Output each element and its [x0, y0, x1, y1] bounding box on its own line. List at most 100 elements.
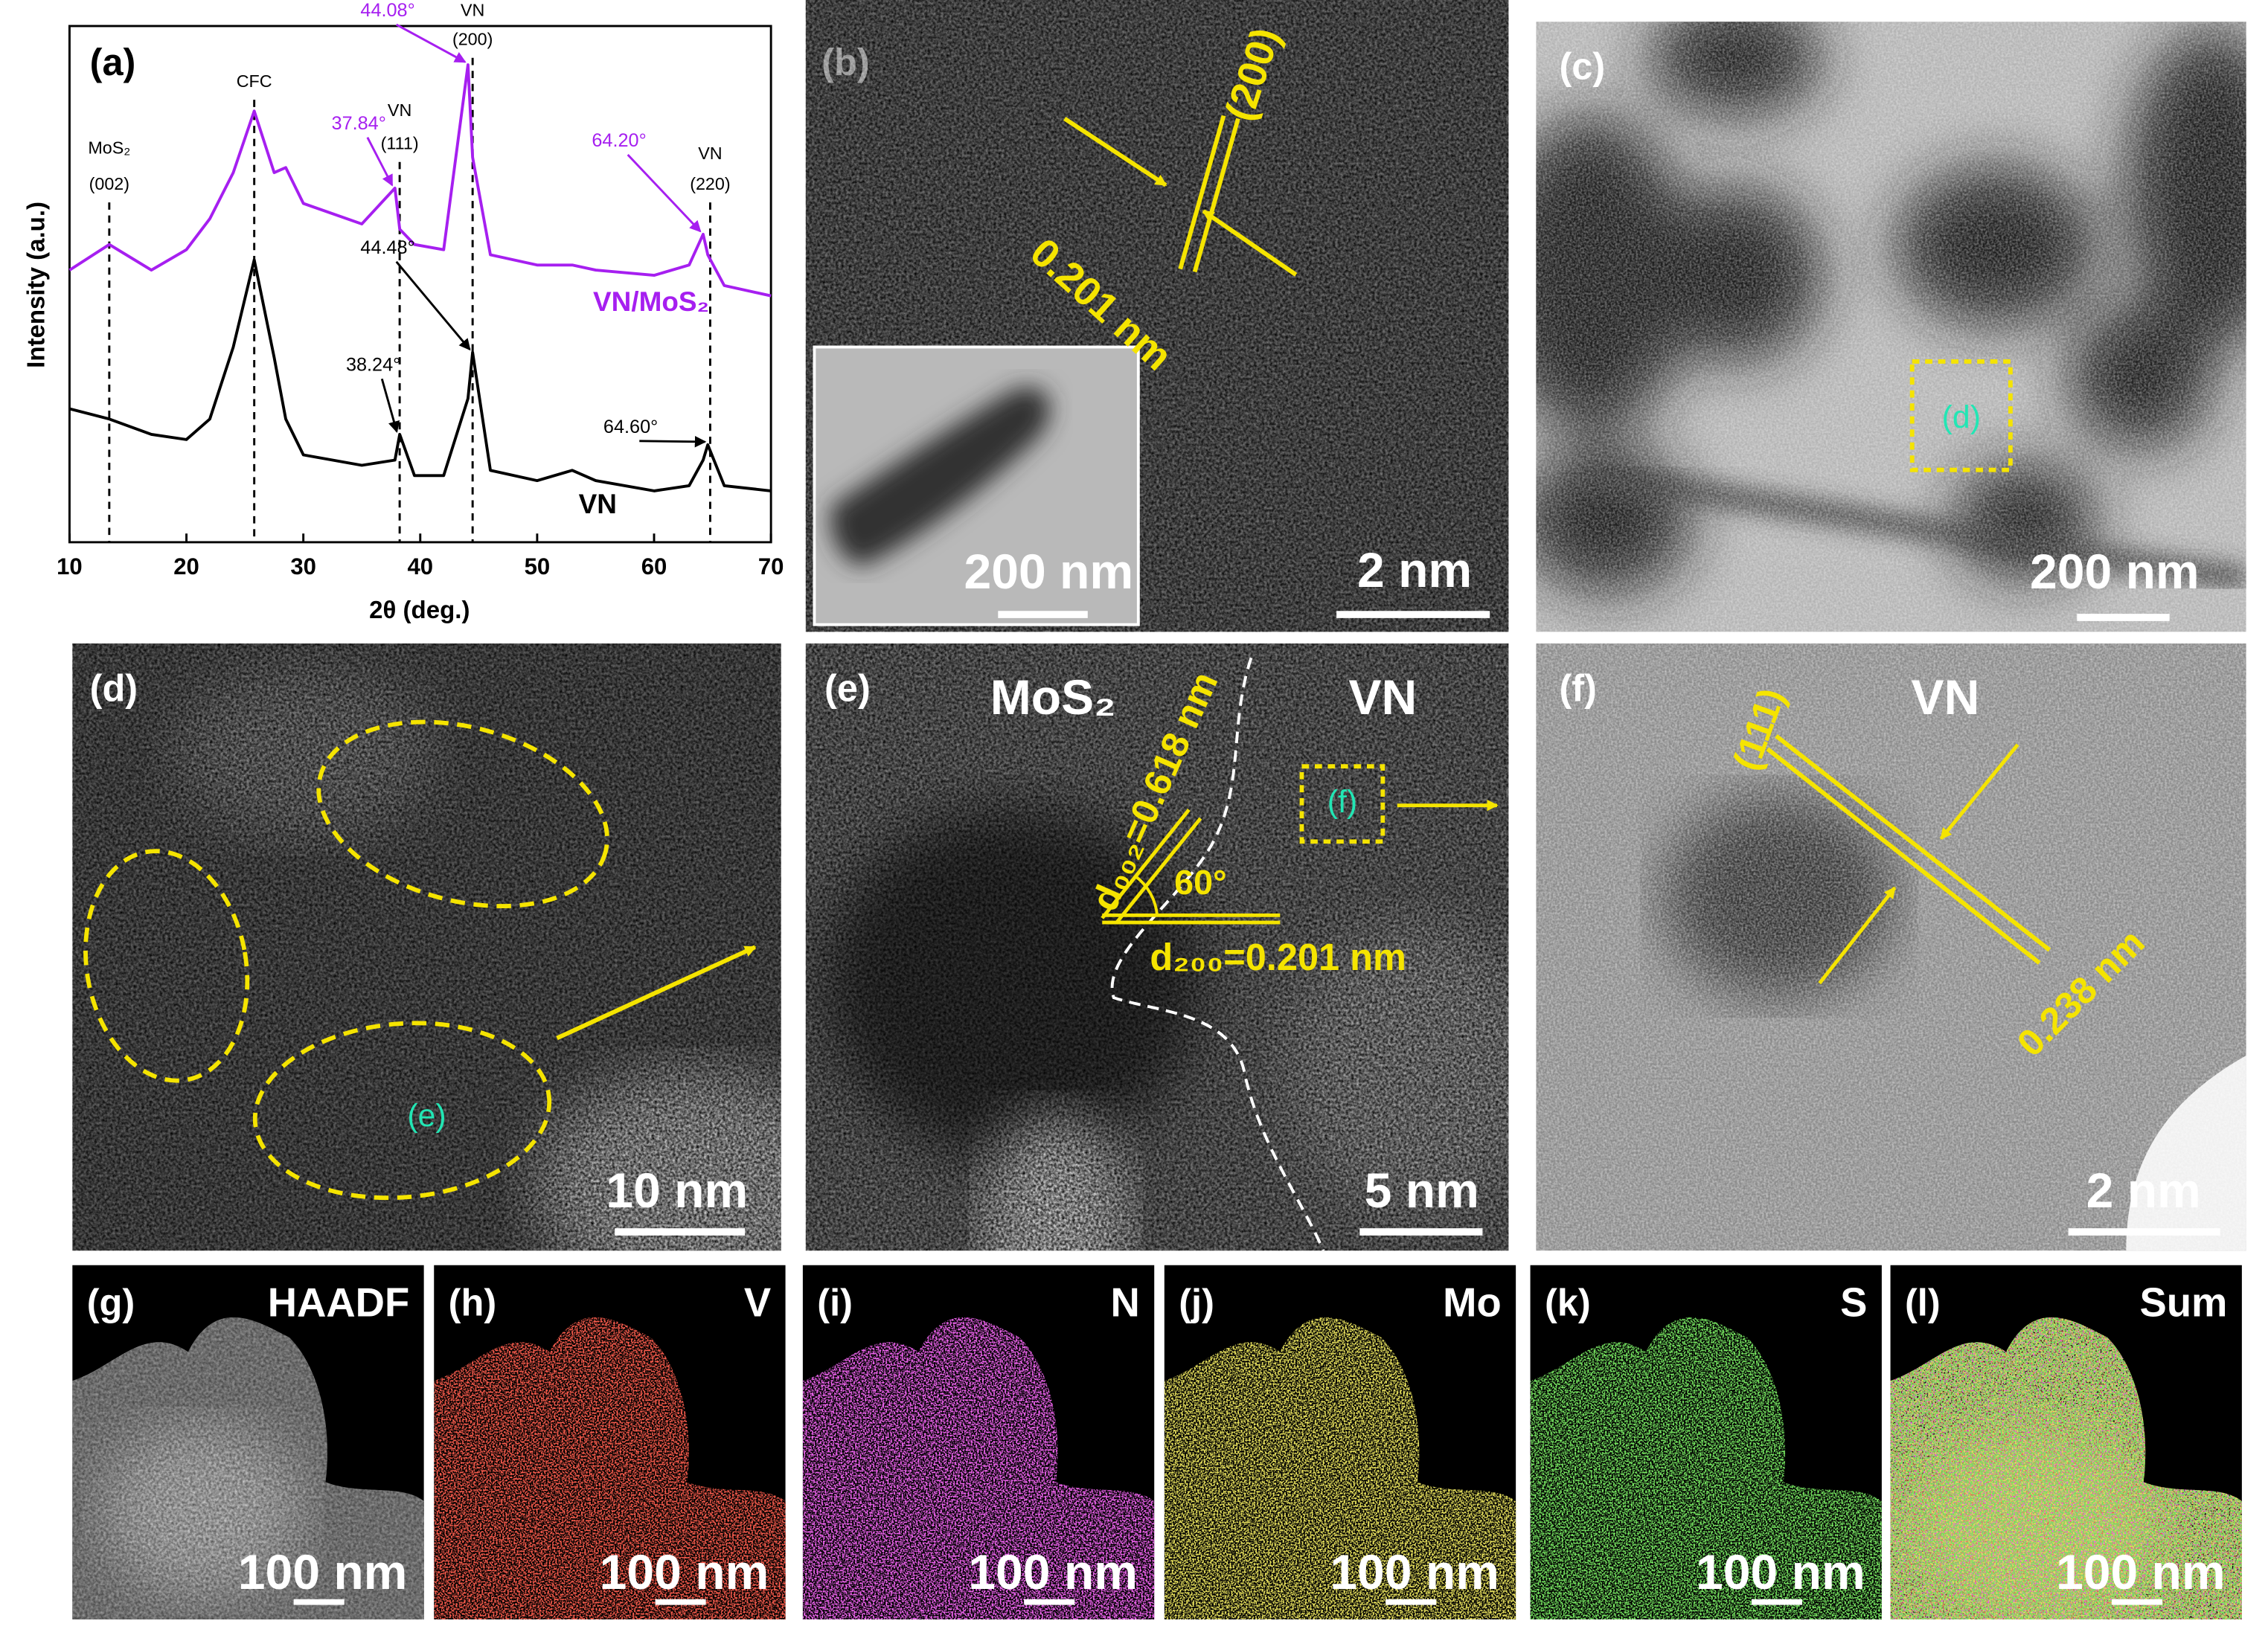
arrow: [1202, 209, 1298, 277]
panel-label: (h): [449, 1282, 497, 1324]
peak-arrow: [380, 378, 400, 433]
scale-text: 100 nm: [968, 1545, 1138, 1600]
region-label: (d): [1942, 399, 1981, 435]
panel-e: 60° d₀₀₂=0.618 nm d₂₀₀=0.201 nm MoS₂ VN …: [805, 643, 1509, 1251]
scale-text: 2 nm: [2086, 1163, 2201, 1218]
x-tick-label: 70: [758, 553, 784, 579]
interface: [1110, 657, 1325, 1251]
reference-sublabel: (220): [690, 174, 730, 193]
peak-arrow: [396, 23, 467, 63]
scale-text: 100 nm: [238, 1545, 408, 1600]
scale-text: 10 nm: [606, 1163, 748, 1218]
x-tick-label: 30: [290, 553, 316, 579]
series-name: VN: [579, 489, 617, 519]
reference-sublabel: (200): [452, 30, 493, 49]
x-tick-label: 50: [525, 553, 551, 579]
phase-label: VN: [1912, 670, 1980, 725]
reference-label: VN: [698, 144, 722, 163]
plot-frame: [68, 25, 772, 544]
panel-label: (l): [1905, 1282, 1941, 1324]
region-label: (f): [1327, 784, 1357, 820]
reference-sublabel: (111): [381, 134, 419, 153]
angle-label: 60°: [1174, 863, 1227, 902]
panel-label: (c): [1559, 45, 1605, 88]
signal-label: S: [1840, 1280, 1867, 1326]
lattice-line: [1101, 808, 1191, 919]
series-line: [68, 63, 772, 298]
region-box: [1299, 764, 1386, 844]
x-tick-label: 10: [57, 553, 83, 579]
eds-panel: (i) N 100 nm: [802, 1265, 1155, 1619]
panel-b: 200 nm (200) 0.201 nm 2 nm (b): [805, 0, 1509, 632]
texture: [1536, 643, 2246, 1251]
x-tick-label: 60: [641, 553, 667, 579]
peak-arrow: [639, 435, 707, 448]
peak-arrow: [366, 136, 394, 187]
inset-scale-text: 200 nm: [964, 545, 1133, 600]
signal-label: N: [1110, 1280, 1139, 1326]
x-tick-label: 20: [173, 553, 199, 579]
phase-label: MoS₂: [990, 670, 1116, 725]
peak-label: 64.60°: [603, 417, 658, 437]
texture: [805, 643, 1509, 1251]
eds-maps: (g) HAADF 100 nm (h) V 100 nm (i) N 100 nm (j) Mo 1…: [72, 1265, 2242, 1619]
reference-label: VN: [388, 100, 411, 120]
signal-label: Mo: [1443, 1280, 1502, 1326]
peak-label: 37.84°: [332, 113, 386, 134]
lattice-line: [1775, 734, 2051, 952]
eds-panel: (k) S 100 nm: [1530, 1265, 1882, 1619]
eds-panel: (j) Mo 100 nm: [1164, 1265, 1516, 1619]
region-ellipse: [316, 719, 609, 909]
panel-label: (b): [821, 41, 870, 83]
arrow: [1818, 886, 1897, 985]
peak-label: 38.24°: [346, 354, 400, 375]
panel-label: (k): [1545, 1282, 1591, 1324]
reference-label: MoS₂: [88, 138, 130, 157]
eds-panel: (l) Sum 100 nm: [1890, 1265, 2242, 1619]
region-ellipse: [83, 849, 250, 1083]
scale-text: 100 nm: [600, 1545, 769, 1600]
phase-label: VN: [1348, 670, 1417, 725]
xrd-chart: (a) 2θ (deg.) Intensity (a.u.) 10 20 30 40 5…: [22, 0, 784, 624]
lattice-line: [1192, 118, 1240, 273]
region-ellipse: [252, 1021, 552, 1201]
inset-particle: [830, 387, 1051, 565]
scale-text: 200 nm: [2030, 545, 2200, 600]
lattice-line: [1115, 817, 1202, 924]
scale-text: 100 nm: [1330, 1545, 1499, 1600]
panel-d: (e) 10 nm (d): [72, 643, 781, 1251]
reference-sublabel: (002): [89, 174, 129, 193]
panel-label: (d): [90, 667, 138, 709]
reference-label: CFC: [237, 71, 272, 91]
panel-label: (g): [87, 1282, 135, 1324]
panel-label: (a): [90, 41, 136, 83]
series-line: [68, 258, 772, 492]
panel-label: (e): [824, 667, 871, 709]
scale-text: 100 nm: [2056, 1545, 2226, 1600]
region-label: (e): [407, 1098, 446, 1134]
series-name: VN/MoS₂: [593, 286, 709, 317]
angle-arc: [1134, 875, 1159, 916]
lattice-line: [1766, 747, 2041, 965]
peak-label: 44.08°: [360, 0, 414, 21]
spacing-label: d₂₀₀=0.201 nm: [1150, 936, 1406, 978]
peak-arrow: [627, 153, 702, 233]
panel-c: (d) 200 nm (c): [1536, 22, 2246, 632]
texture: [72, 643, 781, 1251]
panel-label: (f): [1559, 667, 1596, 709]
lattice-line: [1178, 115, 1226, 270]
peak-arrow: [395, 260, 471, 351]
peak-label: 44.48°: [360, 237, 414, 258]
scale-text: 2 nm: [1357, 543, 1472, 598]
arrow: [1063, 116, 1167, 187]
y-axis-title: Intensity (a.u.): [22, 202, 50, 368]
reference-label: VN: [461, 1, 484, 20]
eds-panel: (h) V 100 nm: [434, 1265, 786, 1619]
eds-panel: (g) HAADF 100 nm: [72, 1265, 424, 1619]
panel-label: (i): [817, 1282, 853, 1324]
arrow: [556, 945, 757, 1041]
signal-label: HAADF: [268, 1280, 409, 1326]
panel-f: (111) 0.238 nm VN 2 nm (f): [1536, 643, 2246, 1251]
scale-text: 5 nm: [1365, 1163, 1479, 1218]
